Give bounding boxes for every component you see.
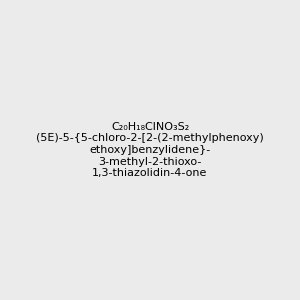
Text: C₂₀H₁₈ClNO₃S₂
(5E)-5-{5-chloro-2-[2-(2-methylphenoxy)
ethoxy]benzylidene}-
3-met: C₂₀H₁₈ClNO₃S₂ (5E)-5-{5-chloro-2-[2-(2-m… bbox=[36, 122, 264, 178]
